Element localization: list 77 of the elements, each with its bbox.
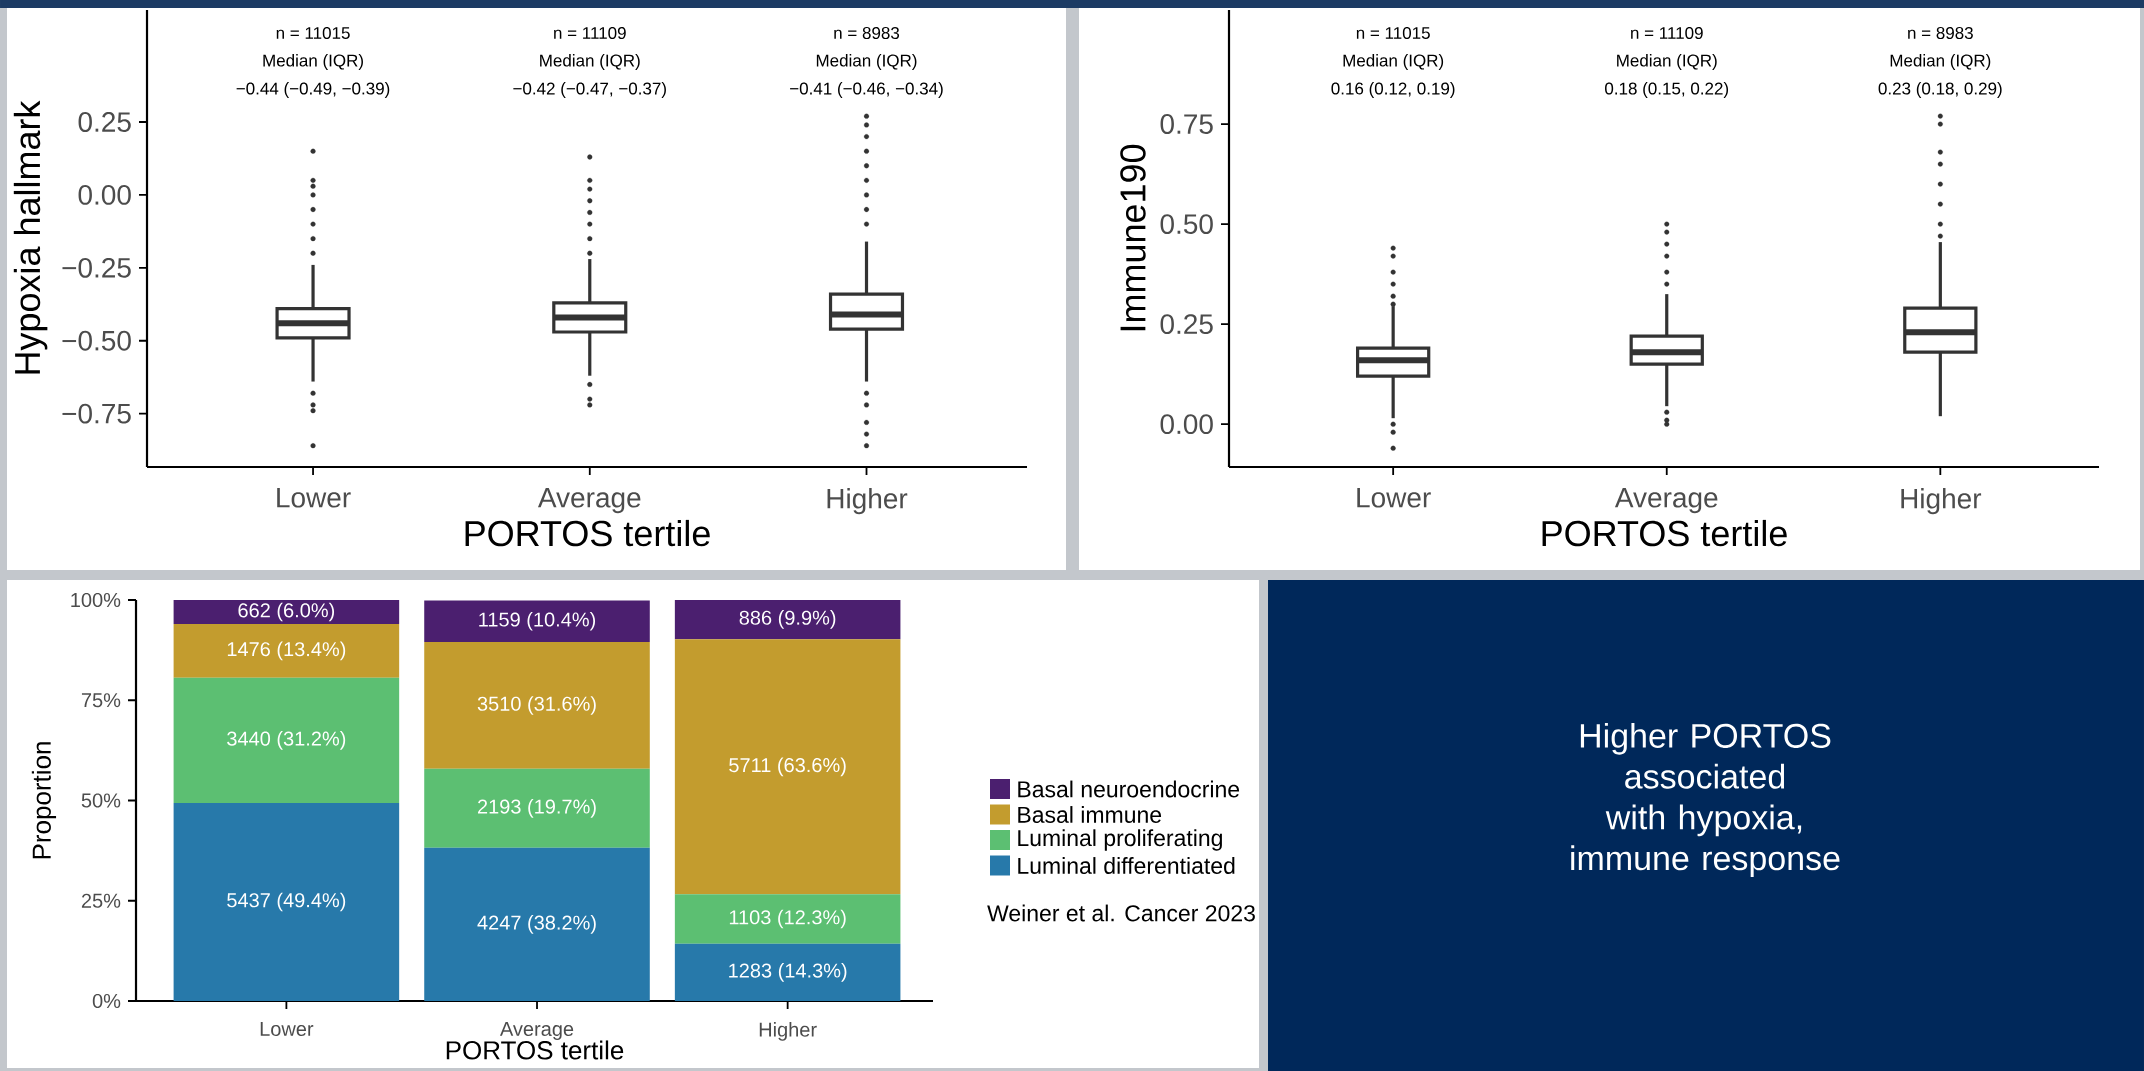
annotation: n = 8983	[1908, 27, 1973, 40]
legend-label: Basal neuroendocrine	[1018, 780, 1240, 798]
y-tick-label: 0.00	[1160, 414, 1213, 435]
annotation: Median (IQR)	[1617, 54, 1717, 70]
x-tick-label: Lower	[260, 1022, 314, 1037]
x-tick-label: Higher	[1901, 488, 1982, 515]
bar	[173, 802, 400, 1001]
bar	[674, 943, 901, 1001]
annotation: −0.41 (−0.46, −0.34)	[790, 82, 943, 98]
annotation: 0.23 (0.18, 0.29)	[1878, 82, 2002, 98]
bar	[173, 677, 400, 803]
bar	[674, 639, 901, 895]
x-tick-label: Higher	[827, 488, 908, 515]
y-tick-label: 0.75	[1160, 114, 1213, 134]
legend-label: Basal immune	[1018, 806, 1162, 823]
y-tick-label: 0.25	[78, 112, 131, 132]
bar	[424, 642, 650, 769]
y-tick-label: 0.50	[1160, 214, 1213, 235]
bar	[674, 894, 901, 944]
y-axis-title: Immune190	[1120, 144, 1146, 331]
x-tick-label: Average	[537, 488, 641, 514]
bar	[424, 768, 650, 848]
y-tick-label: −0.75	[62, 403, 131, 424]
y-tick-label: 50%	[81, 793, 121, 808]
annotation: n = 11109	[554, 27, 626, 40]
annotation: Median (IQR)	[540, 54, 640, 70]
data-label: 886 (9.9%)	[739, 610, 836, 629]
data-label: 1283 (14.3%)	[729, 963, 847, 982]
data-label: 662 (6.0%)	[238, 602, 335, 622]
x-tick-label: Higher	[759, 1022, 817, 1041]
y-tick-label: −0.25	[62, 257, 131, 278]
data-label: 5711 (63.6%)	[729, 757, 846, 777]
y-tick-label: 0.25	[1160, 314, 1213, 335]
data-label: 3440 (31.2%)	[227, 731, 346, 750]
text: Higher PORTOS associated with hypoxia, immune response	[1571, 722, 1840, 878]
annotation: n = 11015	[1356, 27, 1430, 40]
annotation: n = 11109	[1631, 27, 1703, 40]
y-tick-label: 25%	[81, 893, 121, 908]
data-label: 5437 (49.4%)	[227, 892, 346, 912]
data-label: 1103 (12.3%)	[729, 909, 846, 929]
annotation: −0.44 (−0.49, −0.39)	[236, 82, 390, 98]
data-label: 1159 (10.4%)	[479, 611, 596, 631]
annotation: 0.18 (0.15, 0.22)	[1605, 82, 1729, 98]
y-tick-label: 0.00	[78, 184, 131, 205]
annotation: Median (IQR)	[1343, 54, 1444, 70]
annotation: −0.42 (−0.47, −0.37)	[513, 82, 666, 98]
annotation: n = 11015	[276, 27, 350, 40]
y-tick-label: 75%	[81, 693, 121, 708]
y-axis-title: Hypoxia hallmark	[13, 100, 48, 374]
x-tick-label: Average	[499, 1022, 574, 1040]
annotation: n = 8983	[834, 27, 900, 40]
annotation: 0.16 (0.12, 0.19)	[1331, 82, 1455, 98]
data-label: 2193 (19.7%)	[477, 799, 596, 818]
bar	[674, 600, 901, 640]
legend-label: Luminal proliferating	[1018, 829, 1222, 851]
text: Weiner et al. Cancer 2023	[987, 904, 1255, 922]
data-label: 1476 (13.4%)	[227, 641, 346, 661]
bar	[173, 600, 400, 625]
x-axis-title: PORTOS tertile	[465, 519, 710, 547]
data-label: 3510 (31.6%)	[477, 696, 596, 715]
annotation: Median (IQR)	[263, 54, 363, 70]
legend-label: Luminal differentiated	[1018, 857, 1235, 874]
bar	[424, 847, 650, 1001]
data-label: 4247 (38.2%)	[477, 915, 596, 934]
y-tick-label: −0.50	[62, 330, 131, 351]
x-tick-label: Lower	[277, 488, 351, 508]
x-axis-title: PORTOS tertile	[1542, 519, 1787, 547]
y-axis-title: Proportion	[31, 742, 57, 859]
x-tick-label: Average	[1614, 488, 1718, 514]
x-axis-title: PORTOS tertile	[446, 1040, 624, 1060]
bar	[173, 624, 400, 678]
annotation: Median (IQR)	[1890, 54, 1991, 70]
y-tick-label: 0%	[92, 993, 121, 1009]
y-tick-label: 100%	[71, 592, 121, 608]
x-tick-label: Lower	[1357, 488, 1431, 508]
bar	[424, 600, 650, 643]
annotation: Median (IQR)	[816, 54, 917, 70]
